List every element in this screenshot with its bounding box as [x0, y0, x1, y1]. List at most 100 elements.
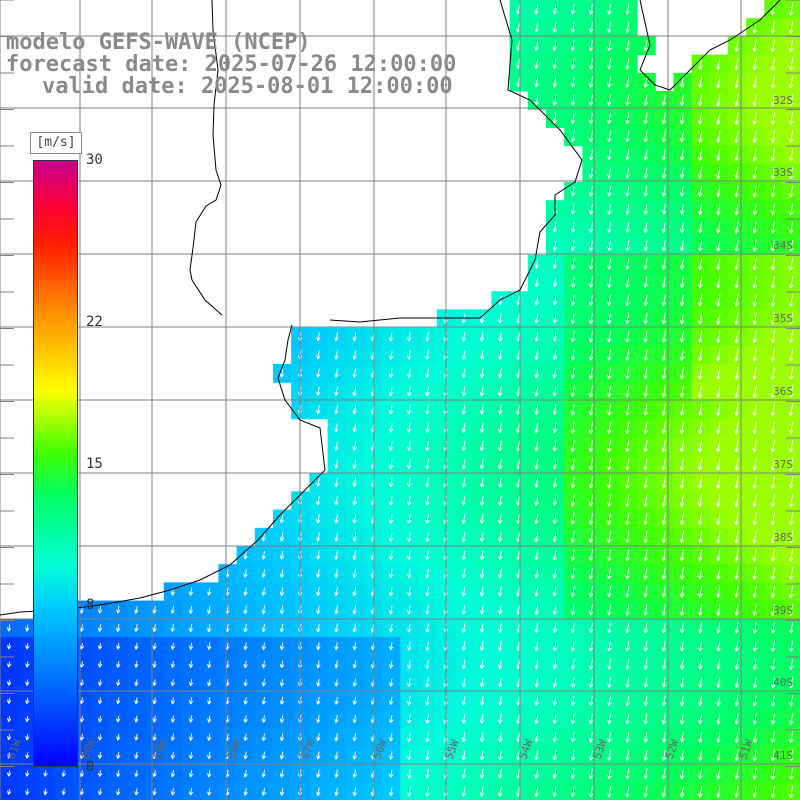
wind-arrow — [388, 678, 394, 687]
wind-arrow — [316, 769, 321, 778]
wind-arrow — [770, 239, 776, 252]
wind-arrow — [716, 439, 721, 453]
wind-arrow — [534, 259, 539, 269]
wind-arrow — [625, 768, 630, 780]
wind-arrow — [334, 568, 339, 578]
wind-arrow — [588, 331, 594, 343]
forecast-date: forecast date: 2025-07-26 12:00:00 — [6, 52, 457, 77]
wind-arrow — [734, 457, 739, 471]
wind-arrow — [388, 605, 394, 615]
wind-arrow — [679, 185, 685, 197]
wind-arrow — [661, 512, 666, 525]
wind-arrow — [679, 421, 685, 435]
wind-arrow — [261, 715, 267, 723]
wind-arrow — [607, 76, 612, 88]
wind-arrow — [698, 94, 703, 107]
wind-arrow — [570, 512, 576, 525]
latitude-label: 39S — [773, 604, 793, 617]
wind-arrow — [407, 550, 412, 560]
wind-arrow — [588, 512, 594, 525]
wind-arrow — [789, 585, 794, 598]
wind-arrow — [788, 275, 794, 289]
wind-arrow — [770, 767, 776, 780]
wind-arrow — [552, 94, 557, 106]
wind-arrow — [716, 585, 721, 598]
wind-arrow — [316, 368, 321, 378]
wind-arrow — [661, 203, 667, 215]
wind-arrow — [352, 477, 357, 488]
wind-arrow — [607, 549, 612, 562]
wind-arrow — [261, 733, 267, 742]
wind-arrow — [607, 713, 612, 725]
wind-arrow — [152, 733, 157, 741]
wind-arrow — [788, 385, 794, 398]
wind-arrow — [425, 477, 430, 488]
wind-arrow — [461, 404, 466, 415]
wind-arrow — [607, 204, 612, 215]
colorbar-tick-label: 15 — [86, 455, 103, 472]
wind-arrow — [734, 294, 739, 307]
wind-arrow — [206, 623, 212, 633]
wind-arrow — [698, 567, 703, 580]
wind-arrow — [134, 624, 139, 632]
wind-arrow — [643, 512, 648, 525]
wind-arrow — [552, 259, 558, 269]
wind-arrow — [461, 659, 467, 670]
wind-arrow — [388, 642, 394, 651]
wind-arrow — [97, 606, 103, 614]
wind-arrow — [788, 294, 794, 307]
wind-arrow — [661, 385, 667, 398]
wind-arrow — [625, 331, 630, 343]
wind-arrow — [588, 768, 594, 779]
wind-arrow — [679, 457, 685, 471]
wind-arrow — [643, 622, 648, 634]
wind-arrow — [607, 659, 612, 670]
wind-arrow — [552, 440, 557, 452]
wind-arrow — [479, 768, 485, 779]
wind-arrow — [625, 549, 630, 562]
wind-arrow — [407, 659, 412, 669]
wind-arrow — [770, 294, 776, 307]
wind-arrow — [61, 770, 66, 777]
wind-arrow — [407, 513, 412, 524]
wind-arrow — [607, 585, 612, 598]
wind-arrow — [43, 770, 48, 777]
wind-arrow — [607, 677, 612, 688]
latitude-labels: 32S 33S 34S 35S 36S 37S 38S 39S 40S 41S — [773, 94, 793, 762]
wind-arrow — [352, 368, 357, 378]
wind-arrow — [407, 495, 412, 506]
wind-arrow — [388, 769, 394, 778]
wind-arrow — [698, 57, 703, 70]
wind-arrow — [6, 752, 12, 759]
wind-arrow — [752, 203, 758, 216]
wind-arrow — [534, 659, 539, 670]
wind-arrow — [25, 624, 30, 632]
wind-arrow — [752, 749, 758, 762]
wind-arrow — [716, 512, 721, 526]
wind-arrow — [770, 130, 776, 143]
wind-arrow — [734, 276, 739, 289]
latitude-label: 33S — [773, 166, 793, 179]
wind-arrow — [479, 422, 485, 433]
wind-arrow — [770, 658, 776, 670]
wind-arrow — [643, 149, 648, 161]
wind-arrow — [279, 605, 285, 615]
wind-arrow — [498, 659, 503, 670]
wind-arrow — [534, 641, 539, 652]
wind-arrow — [534, 604, 539, 615]
wind-arrow — [679, 112, 685, 125]
wind-arrow — [697, 494, 703, 507]
wind-arrow — [352, 332, 357, 342]
wind-arrow — [498, 568, 503, 579]
wind-arrow — [788, 21, 794, 34]
wind-arrow — [789, 749, 794, 762]
wind-arrow — [461, 732, 467, 743]
wind-arrow — [734, 677, 739, 689]
wind-arrow — [661, 294, 667, 307]
wind-arrow — [570, 713, 576, 725]
wind-arrow — [588, 549, 594, 561]
wind-arrow — [788, 548, 794, 562]
wind-arrow — [134, 679, 139, 687]
wind-arrow — [407, 714, 412, 724]
wind-arrow — [388, 660, 394, 669]
